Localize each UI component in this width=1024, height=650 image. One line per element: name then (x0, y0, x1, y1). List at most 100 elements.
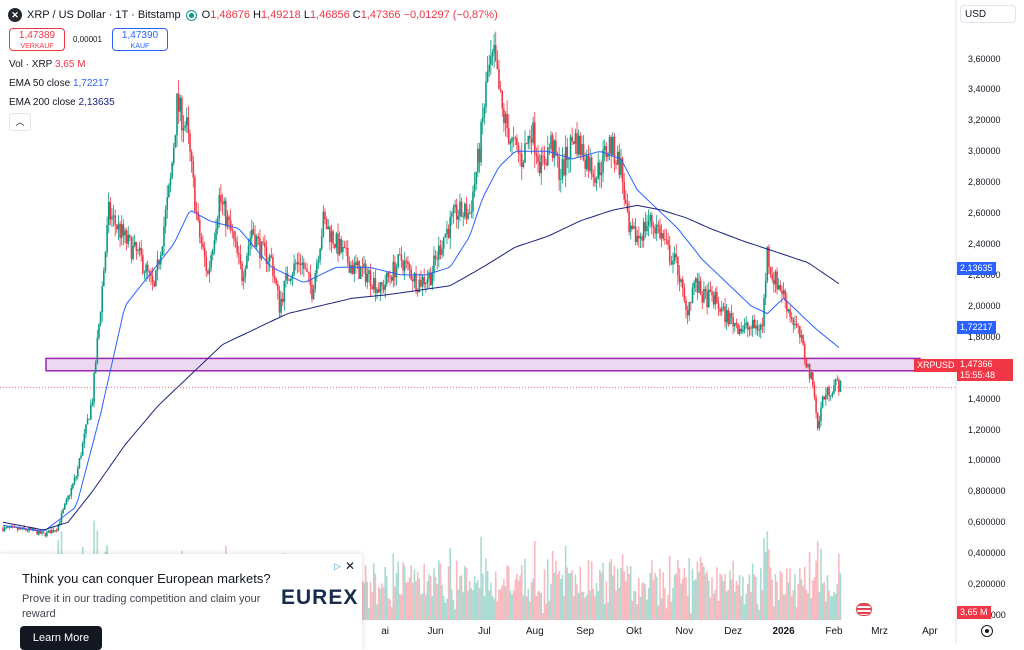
candle-body (810, 372, 813, 379)
candle-body (467, 212, 469, 219)
candle-body (836, 379, 839, 381)
candle-body (277, 284, 279, 291)
candle-body (400, 254, 403, 261)
volume-bar (756, 604, 759, 620)
candle-body (307, 271, 310, 274)
candle-body (138, 247, 141, 251)
volume-bar (481, 573, 484, 620)
candle-body (821, 396, 824, 408)
volume-legend[interactable]: Vol · XRP 3,65 M (9, 59, 86, 70)
volume-bar (473, 576, 476, 620)
collapse-legend-button[interactable]: ︿ (9, 113, 31, 131)
volume-bar (818, 592, 821, 620)
volume-bar (607, 602, 609, 620)
candle-body (587, 155, 590, 171)
candle-body (26, 530, 29, 531)
volume-bar (599, 569, 601, 620)
volume-bar (639, 596, 642, 620)
price-axis-label: 0,600000 (968, 517, 1006, 528)
candle-body (481, 116, 484, 122)
volume-bar (398, 593, 401, 620)
volume-bar (766, 531, 769, 620)
volume-bar (753, 574, 756, 620)
ema50-legend[interactable]: EMA 50 close 1,72217 (9, 78, 109, 89)
candle-body (275, 278, 277, 285)
candle-body (509, 141, 512, 144)
candle-body (398, 254, 401, 256)
buy-button[interactable]: 1,47390 KAUF (112, 28, 168, 51)
candle-body (439, 245, 442, 255)
volume-bar (675, 573, 678, 620)
candle-body (228, 216, 230, 221)
candle-body (507, 128, 510, 144)
volume-bar (371, 592, 373, 620)
candle-body (322, 211, 325, 236)
time-axis-label: Nov (675, 626, 694, 637)
volume-bar (423, 563, 425, 620)
candle-body (664, 238, 666, 240)
candle-body (369, 270, 372, 287)
volume-bar (504, 586, 507, 620)
candle-body (494, 45, 497, 61)
candle-body (711, 291, 713, 296)
candle-body (205, 257, 208, 272)
candle-body (706, 291, 708, 308)
volume-bar (621, 554, 624, 620)
ema200-legend-value: 2,13635 (78, 97, 115, 108)
ad-banner[interactable]: ▷ ✕ Think you can conquer European marke… (0, 554, 362, 650)
candle-body (364, 263, 367, 283)
last-price-value: 1,47366 (960, 359, 993, 369)
learn-more-button[interactable]: Learn More (20, 626, 102, 650)
candle-body (574, 133, 577, 144)
candle-body (67, 496, 69, 500)
candle-body (132, 245, 134, 259)
candle-body (649, 214, 652, 221)
volume-bar (451, 589, 453, 620)
volume-bar (618, 587, 621, 620)
candle-body (397, 254, 399, 268)
candle-body (608, 136, 611, 154)
ema200-legend[interactable]: EMA 200 close 2,13635 (9, 97, 115, 108)
candle-body (563, 159, 565, 176)
sell-label: VERKAUF (20, 43, 54, 50)
price-axis-label: 1,20000 (968, 424, 1001, 435)
adchoices-icon[interactable]: ▷ (334, 561, 341, 571)
candle-body (641, 236, 643, 241)
volume-bar (533, 540, 536, 620)
candle-body (420, 279, 422, 287)
candle-body (753, 319, 756, 329)
us-flag-icon[interactable] (856, 603, 872, 616)
volume-bar (634, 591, 637, 620)
candle-body (750, 327, 752, 329)
volume-bar (820, 548, 822, 620)
candle-body (216, 217, 219, 230)
candle-body (725, 310, 728, 323)
candle-body (316, 262, 318, 274)
candle-body (677, 257, 679, 275)
volume-bar (605, 581, 608, 620)
candle-body (99, 311, 102, 325)
volume-bar (703, 566, 705, 620)
candle-body (83, 433, 86, 444)
symbol-title[interactable]: XRP / US Dollar · 1T · Bitstamp (27, 9, 181, 21)
sell-button[interactable]: 1,47389 VERKAUF (9, 28, 65, 51)
volume-bar (556, 574, 559, 620)
gear-icon[interactable] (981, 625, 993, 637)
close-icon[interactable]: ✕ (345, 559, 356, 573)
candle-body (343, 246, 346, 249)
volume-bar (838, 553, 840, 620)
candle-body (434, 255, 437, 259)
currency-selector[interactable]: USD (960, 5, 1016, 23)
candle-body (361, 267, 364, 269)
candle-body (176, 93, 178, 136)
volume-bar (727, 589, 730, 620)
price-axis-label: 1,80000 (968, 331, 1001, 342)
candle-body (294, 263, 297, 265)
volume-legend-value: 3,65 M (54, 59, 86, 70)
candle-body (431, 273, 434, 286)
candle-body (285, 273, 287, 281)
close-key: C (352, 9, 361, 21)
candle-body (429, 272, 432, 286)
candle-body (590, 157, 593, 175)
